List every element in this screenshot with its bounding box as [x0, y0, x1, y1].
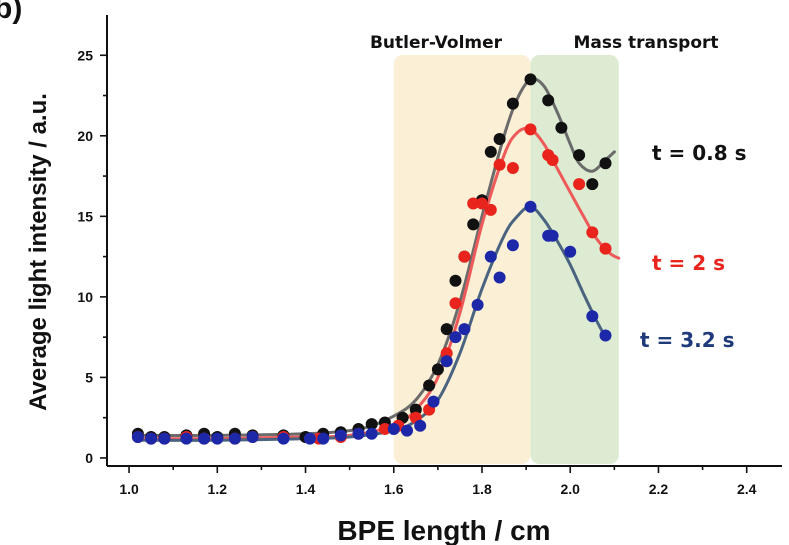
shaded-regions	[393, 55, 619, 464]
x-tick-label: 1.0	[119, 481, 139, 497]
x-tick-label: 1.2	[208, 481, 228, 497]
point-t-2s	[493, 158, 506, 171]
point-t-3-2s	[365, 427, 378, 440]
point-t-3-2s	[387, 423, 400, 435]
region-label: Mass transport	[573, 33, 718, 53]
point-t-2s	[546, 154, 559, 166]
y-tick-label: 5	[85, 369, 93, 385]
x-axis-title: BPE length / cm	[337, 515, 550, 545]
series-label-t-2s: t = 2 s	[652, 251, 725, 275]
y-tick-label: 15	[77, 208, 93, 224]
point-t-0-8s	[573, 149, 586, 162]
point-t-0-8s	[440, 323, 453, 336]
y-tick-label: 25	[77, 47, 93, 63]
point-t-0-8s	[599, 157, 612, 170]
point-t-0-8s	[542, 94, 555, 107]
point-t-3-2s	[440, 355, 453, 368]
point-t-3-2s	[471, 298, 484, 311]
point-t-3-2s	[484, 250, 497, 263]
point-t-3-2s	[198, 432, 211, 445]
point-t-2s	[524, 123, 537, 136]
point-t-3-2s	[246, 431, 259, 443]
point-t-2s	[467, 197, 480, 210]
panel-label: b)	[0, 0, 22, 25]
point-t-3-2s	[317, 432, 330, 445]
x-tick-label: 2.4	[737, 481, 757, 497]
point-t-3-2s	[564, 245, 577, 258]
point-t-2s	[573, 178, 586, 191]
point-t-0-8s	[467, 218, 480, 231]
x-tick-label: 2.0	[561, 481, 581, 497]
point-t-2s	[458, 250, 471, 263]
point-t-0-8s	[555, 121, 568, 134]
point-t-3-2s	[524, 200, 537, 213]
point-t-3-2s	[211, 432, 224, 445]
point-t-3-2s	[303, 432, 316, 445]
point-t-2s	[506, 162, 519, 174]
point-t-0-8s	[586, 178, 599, 191]
y-axis-title: Average light intensity / a.u.	[25, 93, 52, 411]
axes: 1.0 1.2 1.4 1.6 1.8 2.0 2.2 2.4 0 5 10 15 20 25	[77, 15, 782, 497]
point-t-3-2s	[586, 310, 599, 323]
region-label: Butler-Volmer	[370, 33, 503, 53]
y-tick-label: 0	[85, 450, 93, 466]
x-tick-label: 1.6	[384, 481, 404, 497]
point-t-2s	[599, 242, 612, 255]
data-points	[131, 73, 612, 445]
point-t-3-2s	[334, 429, 347, 442]
point-t-3-2s	[401, 424, 413, 437]
labels: Butler-Volmer Mass transport t = 0.8 s t = …	[0, 0, 747, 545]
point-t-3-2s	[458, 323, 471, 336]
point-t-0-8s	[524, 73, 537, 86]
point-t-3-2s	[180, 432, 193, 445]
x-tick-label: 1.4	[296, 481, 316, 497]
point-t-0-8s	[484, 145, 497, 158]
point-t-0-8s	[365, 418, 378, 431]
point-t-3-2s	[493, 271, 506, 284]
point-t-3-2s	[131, 431, 144, 443]
region-mass-transport	[530, 55, 619, 464]
series-label-t-0-8s: t = 0.8 s	[652, 141, 747, 165]
x-tick-label: 2.2	[649, 481, 669, 497]
y-tick-label: 10	[77, 289, 93, 305]
point-t-0-8s	[449, 274, 462, 287]
point-t-3-2s	[506, 239, 519, 252]
point-t-0-8s	[423, 379, 436, 392]
point-t-0-8s	[431, 363, 444, 376]
point-t-3-2s	[352, 427, 365, 440]
point-t-0-8s	[493, 133, 506, 145]
point-t-2s	[378, 423, 391, 435]
point-t-3-2s	[599, 329, 612, 342]
point-t-3-2s	[228, 432, 241, 445]
point-t-3-2s	[427, 395, 440, 408]
point-t-2s	[586, 226, 599, 239]
point-t-2s	[476, 197, 488, 210]
point-t-0-8s	[506, 97, 519, 110]
point-t-3-2s	[546, 229, 559, 242]
point-t-3-2s	[449, 331, 462, 344]
point-t-3-2s	[277, 432, 290, 445]
point-t-2s	[484, 203, 497, 216]
point-t-3-2s	[145, 432, 158, 445]
y-tick-label: 20	[77, 128, 93, 144]
point-t-2s	[449, 297, 462, 310]
point-t-3-2s	[414, 419, 427, 432]
series-label-t-3-2s: t = 3.2 s	[640, 328, 735, 352]
point-t-3-2s	[158, 432, 171, 445]
x-tick-label: 1.8	[472, 481, 492, 497]
